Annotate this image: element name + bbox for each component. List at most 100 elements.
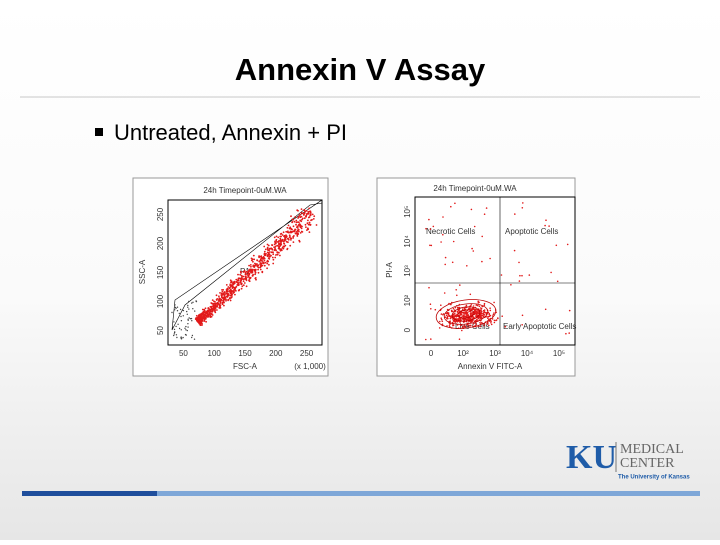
event-dot <box>286 231 289 234</box>
event-dot <box>521 274 523 277</box>
event-dot <box>441 320 444 323</box>
event-dot <box>544 224 546 227</box>
event-dot <box>199 323 201 326</box>
event-dot <box>488 315 491 318</box>
event-dot <box>470 304 473 306</box>
x-tick-label: 150 <box>238 349 252 358</box>
event-dot <box>287 237 289 240</box>
event-dot <box>248 264 251 267</box>
event-dot <box>217 302 220 305</box>
event-dot <box>278 245 281 248</box>
event-dot <box>173 321 175 323</box>
event-dot <box>476 309 478 311</box>
event-dot <box>227 286 230 288</box>
event-dot <box>257 268 259 271</box>
event-dot <box>225 284 228 286</box>
event-dot <box>568 332 570 334</box>
event-dot <box>248 280 251 283</box>
event-dot <box>442 216 444 218</box>
event-dot <box>461 329 463 332</box>
event-dot <box>216 305 219 308</box>
event-dot <box>477 312 480 315</box>
event-dot <box>187 304 189 307</box>
event-dot <box>241 285 244 288</box>
event-dot <box>276 253 279 256</box>
event-dot <box>178 312 180 315</box>
event-dot <box>187 323 189 325</box>
event-dot <box>203 308 206 311</box>
event-dot <box>473 225 476 228</box>
event-dot <box>245 276 247 279</box>
event-dot <box>200 320 203 323</box>
event-dot <box>262 262 265 265</box>
event-dot <box>452 240 455 243</box>
event-dot <box>209 314 212 317</box>
event-dot <box>278 251 280 254</box>
event-dot <box>215 298 218 301</box>
event-dot <box>447 312 450 315</box>
y-tick-label: 100 <box>156 294 165 308</box>
event-dot <box>268 247 271 250</box>
event-dot <box>205 320 208 323</box>
event-dot <box>306 229 308 232</box>
event-dot <box>229 279 232 282</box>
event-dot <box>267 257 270 260</box>
event-dot <box>212 305 215 308</box>
event-dot <box>458 338 461 341</box>
event-dot <box>482 315 485 318</box>
event-dot <box>275 238 278 241</box>
slide-title: Annexin V Assay <box>235 52 486 87</box>
event-dot <box>263 264 266 267</box>
event-dot <box>286 248 289 251</box>
event-dot <box>504 325 507 328</box>
event-dot <box>201 323 204 325</box>
event-dot <box>292 237 294 239</box>
event-dot <box>229 294 232 297</box>
event-dot <box>260 255 263 258</box>
event-dot <box>254 262 256 265</box>
event-dot <box>233 280 236 283</box>
event-dot <box>440 241 442 243</box>
event-dot <box>182 309 185 312</box>
event-dot <box>171 311 173 314</box>
event-dot <box>301 231 304 233</box>
event-dot <box>469 313 472 315</box>
event-dot <box>481 260 483 263</box>
event-dot <box>472 250 475 252</box>
event-dot <box>200 316 203 319</box>
event-dot <box>454 315 456 318</box>
event-dot <box>459 284 461 286</box>
event-dot <box>283 243 286 245</box>
event-dot <box>220 292 223 295</box>
event-dot <box>238 288 241 291</box>
event-dot <box>228 297 231 299</box>
event-dot <box>482 314 484 316</box>
event-dot <box>216 309 218 311</box>
event-dot <box>263 253 266 256</box>
event-dot <box>206 314 209 317</box>
event-dot <box>309 223 312 226</box>
event-dot <box>280 232 283 235</box>
event-dot <box>230 292 233 294</box>
event-dot <box>450 205 452 208</box>
event-dot <box>441 323 444 326</box>
event-dot <box>299 216 302 219</box>
event-dot <box>266 267 268 270</box>
event-dot <box>243 270 246 272</box>
event-dot <box>279 254 281 257</box>
event-dot <box>248 269 250 272</box>
event-dot <box>465 315 468 317</box>
event-dot <box>219 292 221 294</box>
event-dot <box>256 263 258 265</box>
event-dot <box>263 250 266 253</box>
event-dot <box>257 271 260 274</box>
footer-bar <box>157 491 700 496</box>
event-dot <box>299 219 302 222</box>
y-tick-label: 10³ <box>403 265 412 277</box>
y-tick-label: 10⁴ <box>403 235 412 248</box>
event-dot <box>312 218 315 220</box>
event-dot <box>180 329 182 331</box>
event-dot <box>476 304 479 307</box>
event-dot <box>290 239 292 241</box>
event-dot <box>488 313 491 316</box>
